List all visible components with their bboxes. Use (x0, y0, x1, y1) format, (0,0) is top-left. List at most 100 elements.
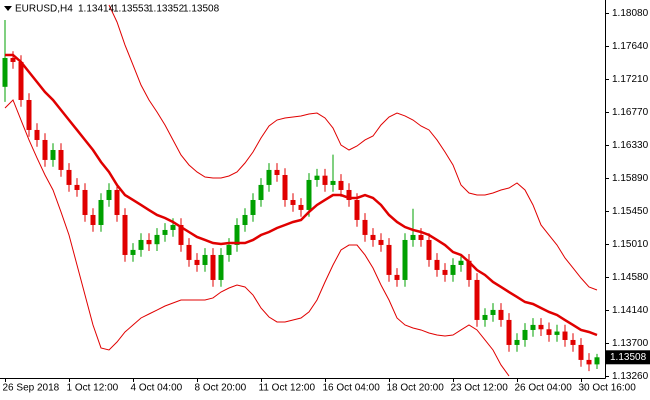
candle-body (562, 331, 568, 340)
candle-body (42, 139, 48, 160)
candle-body (202, 254, 208, 265)
middle-band (5, 53, 598, 337)
candle-body (402, 239, 408, 280)
candle-body (586, 359, 592, 365)
candle-body (162, 229, 168, 235)
header-close: 1.13508 (183, 4, 220, 15)
candle-body (546, 329, 552, 335)
candle-body (354, 199, 360, 220)
y-tick-label: 1.14140 (612, 305, 649, 316)
candle-body (314, 175, 320, 180)
candle-body (218, 254, 224, 280)
candle-body (154, 234, 160, 245)
candle-body (578, 344, 584, 360)
y-tick-label: 1.13260 (612, 371, 649, 382)
candle-body (242, 214, 248, 225)
x-tick-label: 4 Oct 04:00 (131, 383, 183, 394)
candle-body (194, 259, 200, 265)
y-tick-label: 1.15010 (612, 239, 649, 250)
candle-body (210, 254, 216, 280)
candle-body (530, 324, 536, 330)
y-tick-label: 1.15890 (612, 173, 649, 184)
candle-body (258, 184, 264, 200)
y-tick-label: 1.14580 (612, 272, 649, 283)
x-tick-label: 8 Oct 20:00 (195, 383, 247, 394)
candle-body (170, 224, 176, 230)
candle-body (442, 269, 448, 275)
candle-body (306, 179, 312, 210)
candle-body (330, 180, 336, 185)
upper-band (108, 4, 598, 291)
menu-triangle (4, 6, 12, 11)
y-tick-label: 1.15450 (612, 206, 649, 217)
candle-body (386, 244, 392, 275)
header-high: 1.13553 (113, 4, 150, 15)
plot-area (2, 4, 600, 377)
candle-body (346, 189, 352, 200)
candle-body (50, 149, 56, 160)
candle-body (482, 314, 488, 320)
candle-body (114, 189, 120, 215)
candle-body (538, 324, 544, 330)
candle-body (418, 234, 424, 240)
candle-body (514, 339, 520, 345)
candle-body (298, 204, 304, 210)
candle-body (410, 234, 416, 240)
candle-body (122, 214, 128, 255)
candle-body (290, 199, 296, 205)
x-tick-label: 1 Oct 12:00 (67, 383, 119, 394)
candle-body (130, 249, 136, 255)
candle-body (322, 175, 328, 185)
price-label: 1.13508 (610, 352, 647, 363)
candle-body (18, 61, 24, 100)
candle-body (58, 149, 64, 170)
candle-body (362, 219, 368, 235)
candle-body (522, 329, 528, 340)
x-tick-label: 23 Oct 12:00 (451, 383, 509, 394)
x-tick-label: 26 Oct 04:00 (515, 383, 573, 394)
y-tick-label: 1.17640 (612, 41, 649, 52)
y-tick-label: 1.16770 (612, 107, 649, 118)
x-tick-label: 26 Sep 2018 (3, 383, 60, 394)
candle-body (370, 234, 376, 240)
header-open: 1.13414 (78, 4, 115, 15)
candle-body (450, 264, 456, 275)
candle-body (234, 224, 240, 245)
candle-body (226, 244, 232, 255)
candle-body (186, 244, 192, 260)
candle-body (266, 169, 272, 185)
candle-body (106, 189, 112, 200)
candle-body (2, 57, 8, 87)
y-tick-label: 1.16330 (612, 140, 649, 151)
y-tick-label: 1.17210 (612, 74, 649, 85)
candle-body (90, 214, 96, 225)
candle-body (98, 199, 104, 225)
header: EURUSD,H4 1.13414 1.13553 1.13352 1.1350… (15, 4, 220, 15)
candle-body (498, 309, 504, 320)
candle-body (474, 279, 480, 320)
candle-body (378, 239, 384, 245)
candle-body (506, 319, 512, 345)
candle-body (282, 174, 288, 200)
candle-body (274, 169, 280, 175)
candle-body (82, 189, 88, 215)
candle-body (554, 331, 560, 335)
x-tick-label: 18 Oct 20:00 (387, 383, 445, 394)
candle-body (250, 199, 256, 215)
y-tick-label: 1.13700 (612, 338, 649, 349)
candle-body (394, 274, 400, 280)
candle-body (426, 239, 432, 260)
candle-body (146, 239, 152, 245)
symbol: EURUSD,H4 (15, 4, 73, 15)
candle-body (66, 169, 72, 185)
candle-body (178, 224, 184, 245)
candle-body (466, 260, 472, 280)
x-tick-label: 11 Oct 12:00 (259, 383, 316, 394)
lower-band (4, 99, 510, 377)
candle-body (338, 180, 344, 190)
x-tick-label: 30 Oct 16:00 (579, 383, 637, 394)
candle-body (594, 357, 600, 365)
candle-body (26, 99, 32, 130)
